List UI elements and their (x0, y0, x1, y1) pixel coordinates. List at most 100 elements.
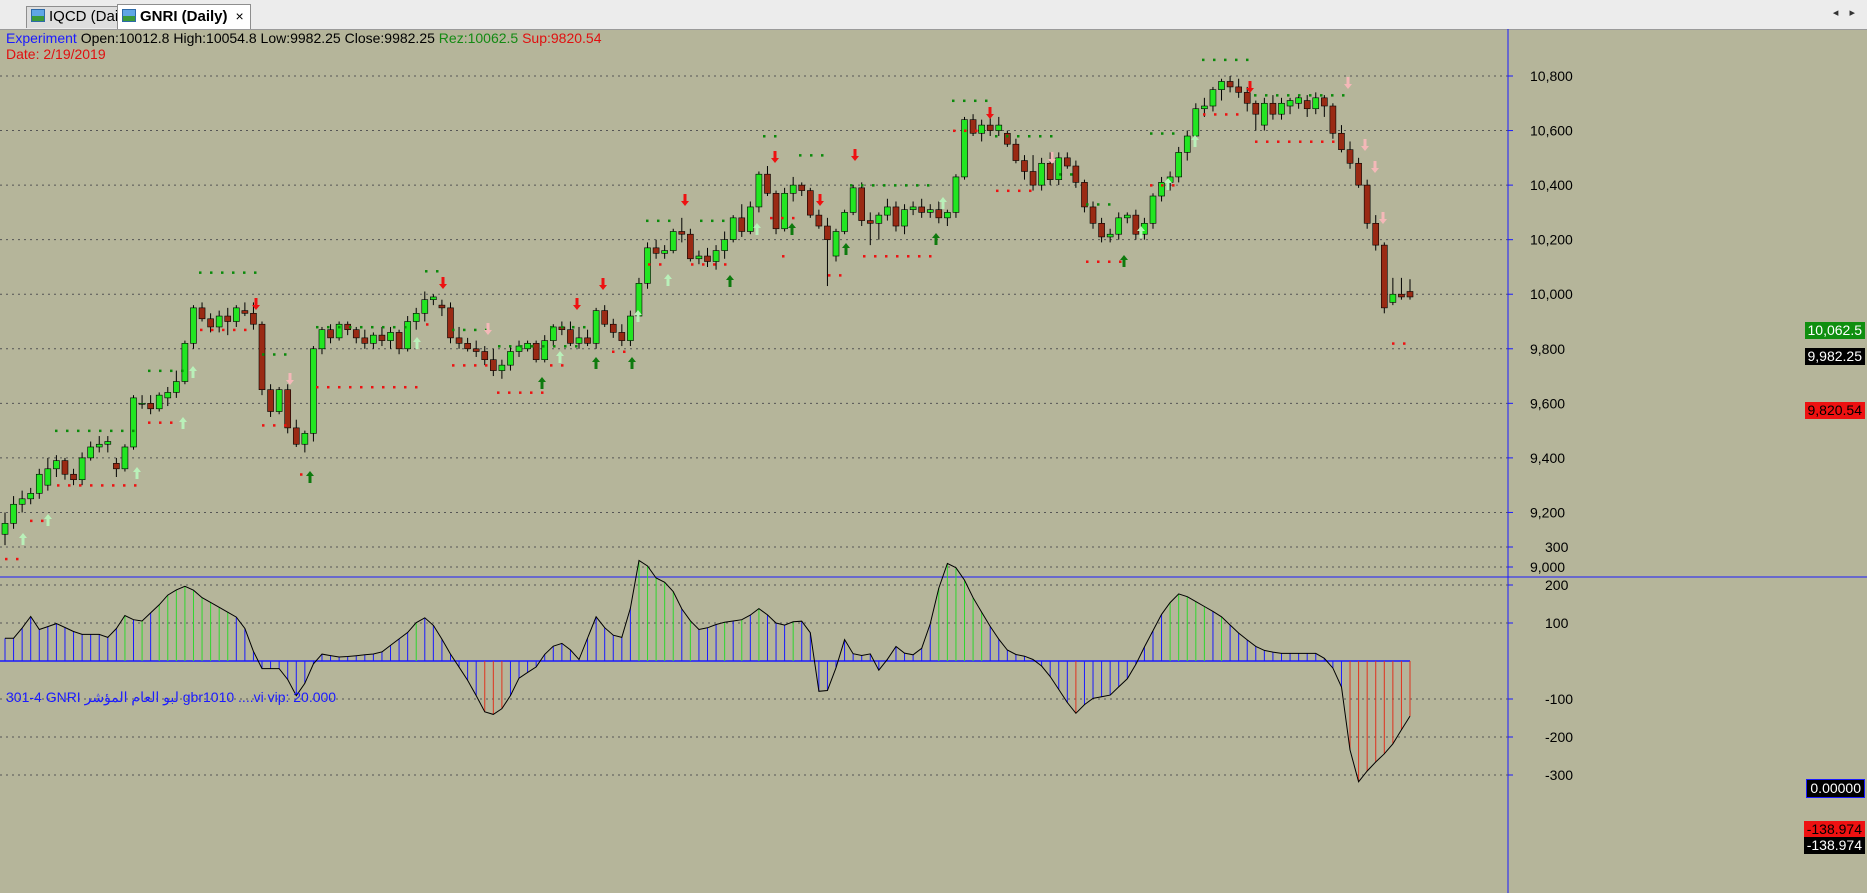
support-dot (338, 385, 341, 389)
bear-candle (1269, 102, 1277, 115)
support-dot (885, 255, 888, 258)
bear-candle (361, 337, 369, 344)
resistance-dot (509, 345, 512, 348)
resistance-dot (1059, 173, 1062, 176)
bull-candle (1, 523, 9, 535)
price-tick-label: 10,400 (1530, 177, 1573, 193)
weak-buy-arrow-icon (1137, 226, 1145, 238)
bull-candle (1149, 195, 1157, 224)
bull-candle (549, 326, 557, 341)
close-tab-icon[interactable]: × (235, 8, 244, 24)
bull-candle (95, 443, 103, 448)
bull-candle (215, 315, 223, 328)
sell-arrow-icon (681, 194, 689, 206)
bear-candle (481, 351, 489, 360)
bear-candle (738, 217, 746, 232)
resistance-dot (1246, 58, 1249, 62)
support-dot (1403, 342, 1406, 345)
resistance-dot (1006, 135, 1009, 138)
resistance-dot (393, 325, 396, 329)
resistance-dot (1039, 135, 1042, 138)
close-value: Close:9982.25 (344, 30, 435, 46)
tab-bar: IQCD (Daily GNRI (Daily) × ◂ ▸ (0, 0, 1867, 30)
resistance-dot (700, 219, 703, 223)
support-dot (1288, 140, 1291, 143)
support-dot (648, 263, 651, 266)
bull-candle (318, 329, 326, 350)
bull-candle (370, 334, 377, 344)
bear-candle (858, 187, 866, 221)
high-value: High:10054.8 (173, 30, 257, 46)
resistance-dot (349, 325, 352, 329)
close-price-tag: 9,982.25 (1804, 348, 1865, 365)
bear-candle (395, 332, 403, 350)
weak-buy-arrow-icon (634, 310, 642, 322)
bull-candle (1201, 105, 1208, 110)
resistance-dot (262, 353, 265, 356)
resistance-dot (927, 184, 930, 187)
bear-candle (327, 329, 334, 339)
support-dot (1255, 140, 1258, 143)
bear-candle (1081, 182, 1088, 208)
price-chart[interactable]: 10,800 10,600 10,400 10,200 10,000 9,800 9,600… (0, 29, 1867, 893)
support-dot (1332, 140, 1335, 143)
bull-candle (661, 250, 668, 254)
bull-candle (926, 209, 934, 213)
bull-candle (849, 187, 857, 213)
bear-candle (447, 307, 454, 339)
resistance-dot (159, 369, 162, 373)
support-dot (474, 364, 477, 367)
support-dot (222, 328, 225, 332)
bear-candle (609, 323, 617, 333)
bull-candle (190, 307, 197, 344)
buy-arrow-icon (1120, 255, 1128, 267)
support-dot (1310, 140, 1313, 143)
bear-candle (147, 403, 154, 410)
resistance-dot (564, 345, 567, 348)
bull-candle (498, 364, 506, 371)
support-dot (907, 255, 910, 258)
weak-sell-arrow-icon (1344, 77, 1352, 89)
weak-sell-arrow-icon (1379, 212, 1387, 224)
support-dot (1018, 189, 1021, 193)
bull-candle (164, 392, 172, 399)
resistance-dot (452, 328, 455, 332)
resistance-dot (963, 99, 966, 103)
tab-gnri[interactable]: GNRI (Daily) × (117, 4, 251, 29)
bear-candle (1004, 132, 1011, 145)
resistance-dot (436, 270, 439, 273)
indicator-line (5, 559, 1411, 783)
bull-candle (515, 345, 523, 352)
resistance-dot (1265, 94, 1268, 97)
resistance-dot (575, 345, 578, 348)
sell-arrow-icon (599, 278, 607, 290)
resistance-dot (1086, 203, 1089, 206)
resistance-dot (883, 184, 886, 187)
resistance-dot (916, 184, 919, 187)
support-dot (874, 255, 877, 258)
support-dot (975, 129, 978, 133)
bear-candle (224, 315, 232, 322)
resistance-dot (1202, 58, 1205, 62)
tab-iqcd[interactable]: IQCD (Daily (26, 6, 137, 28)
bull-candle (1389, 293, 1397, 303)
bear-candle (70, 473, 77, 481)
support-dot (134, 484, 137, 487)
bear-candle (567, 329, 574, 344)
support-dot (1299, 140, 1302, 143)
bear-candle (1064, 157, 1071, 167)
bear-candle (464, 343, 471, 350)
tab-label: GNRI (Daily) (140, 8, 228, 25)
support-dot (349, 385, 352, 389)
resistance-dot (1309, 94, 1312, 97)
support-dot (1392, 342, 1395, 345)
bear-candle (250, 313, 257, 325)
support-dot (200, 328, 203, 332)
tab-scroll-arrows[interactable]: ◂ ▸ (1832, 7, 1859, 19)
bull-candle (10, 503, 17, 524)
bull-candle (1192, 108, 1200, 137)
resistance-dot (254, 271, 257, 274)
bear-candle (986, 124, 994, 131)
bull-candle (310, 348, 317, 434)
bear-candle (1321, 97, 1328, 107)
